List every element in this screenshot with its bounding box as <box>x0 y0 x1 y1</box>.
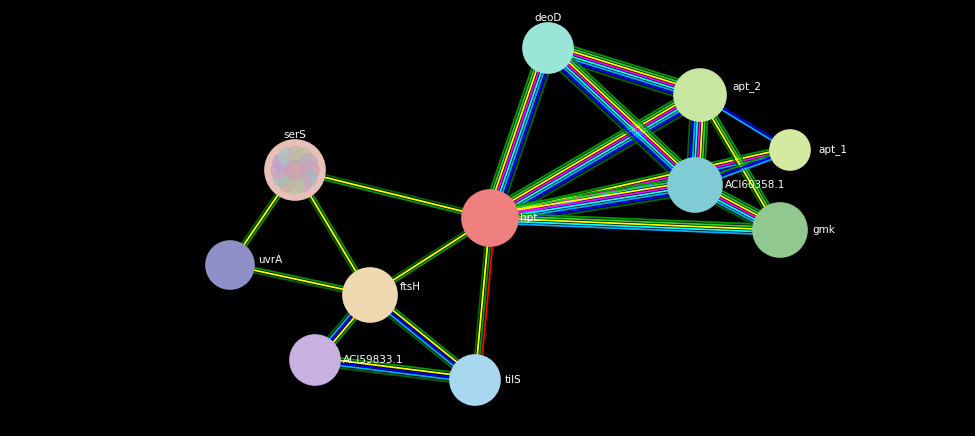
Circle shape <box>206 241 254 289</box>
Circle shape <box>753 203 807 257</box>
Circle shape <box>300 154 317 170</box>
Circle shape <box>286 161 304 179</box>
Circle shape <box>462 190 518 246</box>
Circle shape <box>668 158 722 212</box>
Text: gmk: gmk <box>812 225 835 235</box>
Circle shape <box>279 175 295 192</box>
Text: apt_1: apt_1 <box>818 145 847 156</box>
Circle shape <box>343 268 397 322</box>
Circle shape <box>674 69 726 121</box>
Text: hpt: hpt <box>520 213 537 223</box>
Text: apt_2: apt_2 <box>732 82 761 92</box>
Text: ACI59833.1: ACI59833.1 <box>343 355 404 365</box>
Circle shape <box>523 23 573 73</box>
Circle shape <box>271 162 288 178</box>
Circle shape <box>294 175 311 192</box>
Text: ftsH: ftsH <box>400 282 421 292</box>
Circle shape <box>287 177 303 194</box>
Text: serS: serS <box>284 130 306 140</box>
Circle shape <box>273 170 290 186</box>
Circle shape <box>450 355 500 405</box>
Circle shape <box>287 146 303 163</box>
Circle shape <box>294 148 311 165</box>
Circle shape <box>265 140 325 200</box>
Text: tilS: tilS <box>505 375 522 385</box>
Circle shape <box>300 170 317 186</box>
Circle shape <box>302 162 319 178</box>
Text: uvrA: uvrA <box>258 255 282 265</box>
Circle shape <box>273 154 290 170</box>
Text: deoD: deoD <box>534 13 562 23</box>
Circle shape <box>290 335 340 385</box>
Circle shape <box>770 130 810 170</box>
Text: ACI60358.1: ACI60358.1 <box>725 180 786 190</box>
Circle shape <box>279 148 295 165</box>
